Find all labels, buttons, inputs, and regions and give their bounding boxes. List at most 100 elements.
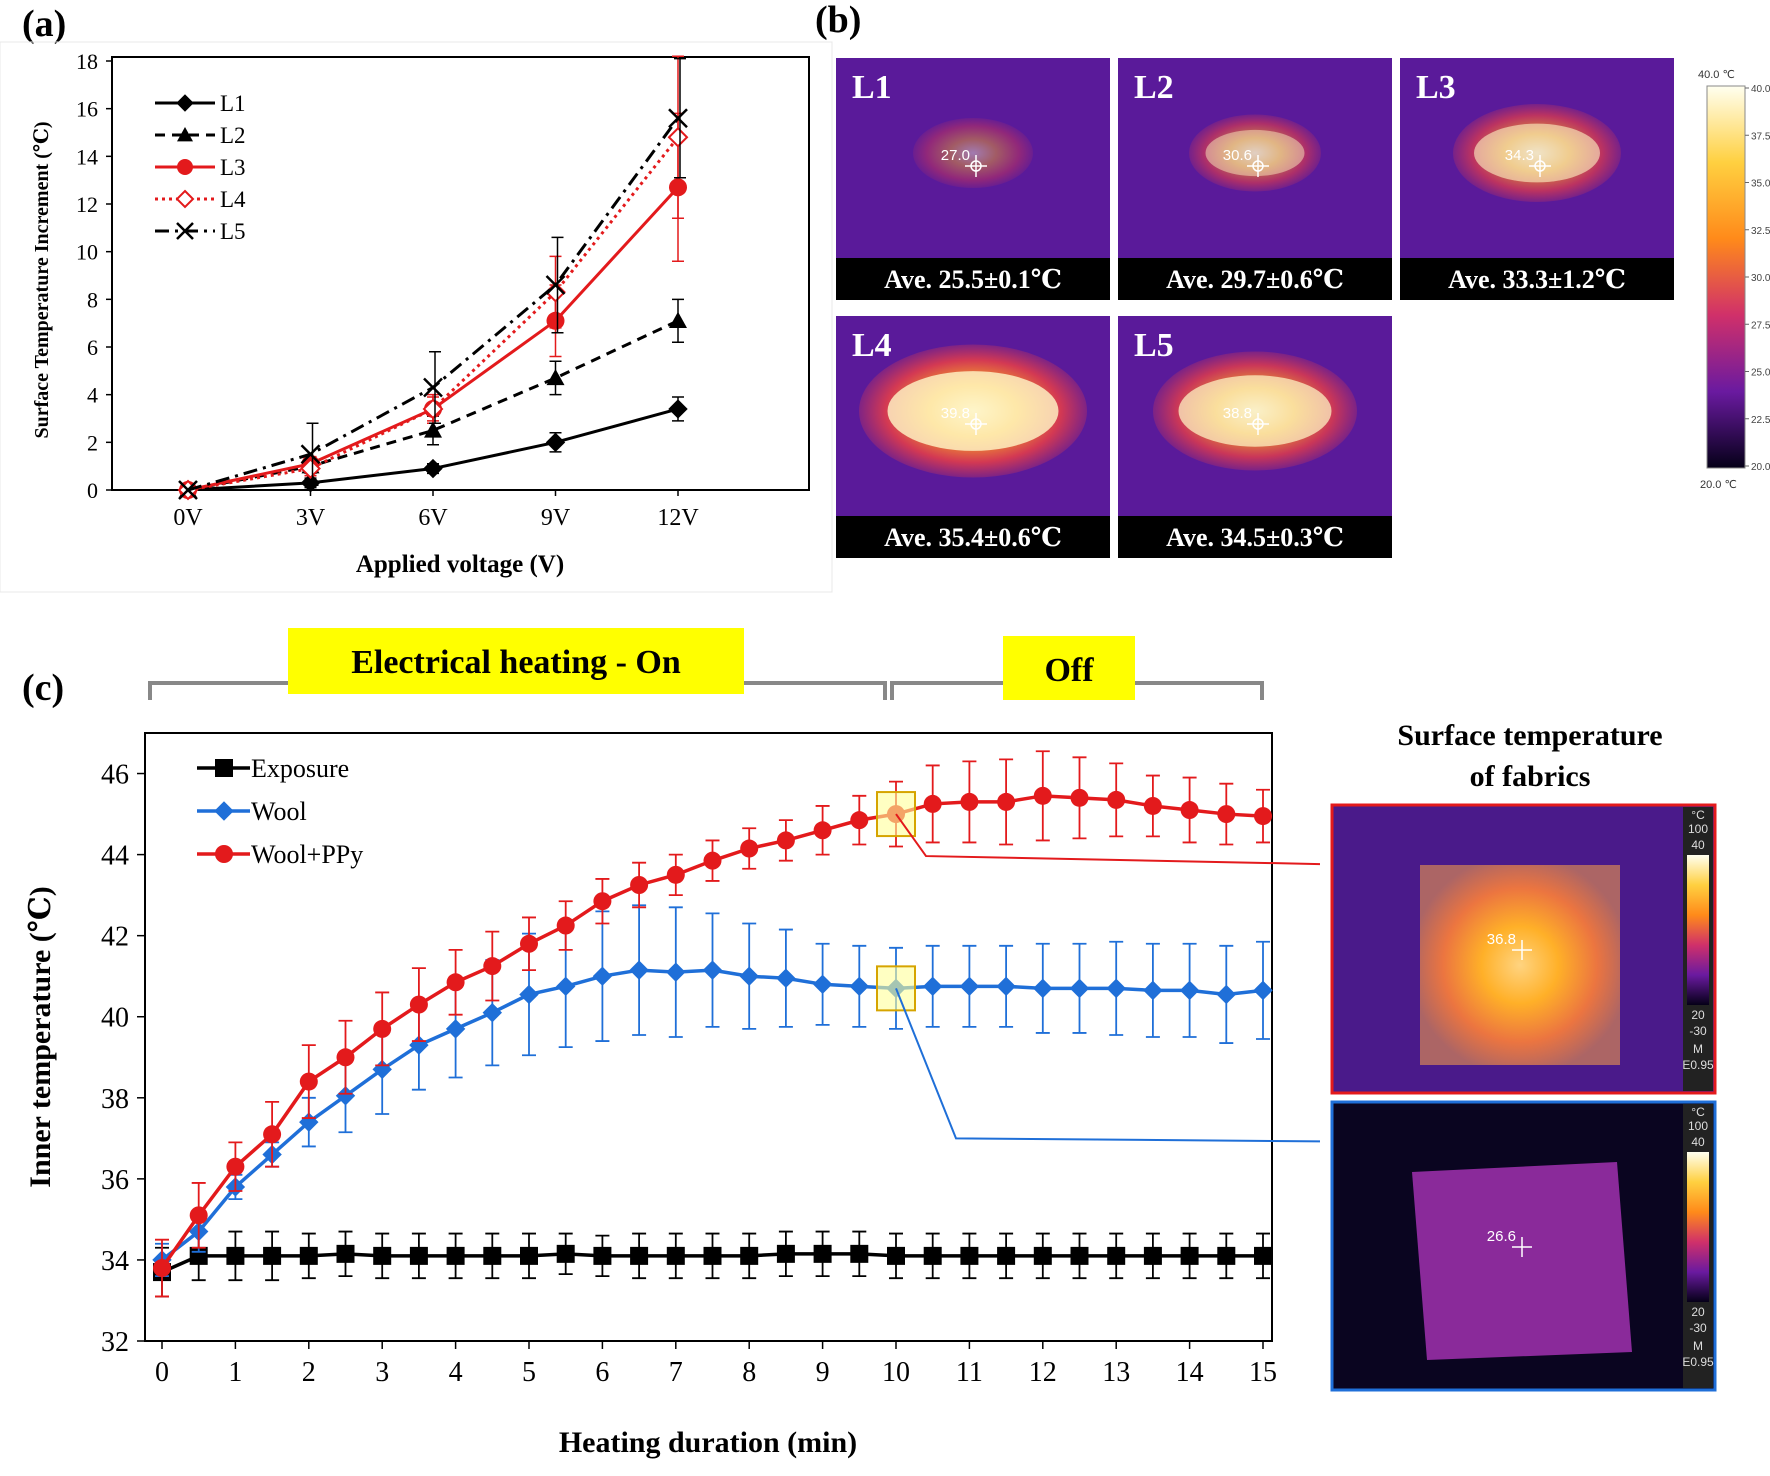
tile-label: L2 bbox=[1134, 69, 1174, 106]
tile-caption: Ave. 35.4±0.6℃ bbox=[884, 523, 1062, 552]
inset-spot-value: 36.8 bbox=[1487, 931, 1516, 948]
a-point-L2 bbox=[669, 311, 687, 328]
c-point-Exposure bbox=[409, 1246, 428, 1265]
a-xtick-label: 12V bbox=[657, 505, 699, 531]
c-point-Wool+PPy bbox=[997, 792, 1016, 811]
c-ytick-label: 42 bbox=[101, 922, 129, 953]
c-point-Wool+PPy bbox=[740, 839, 759, 858]
c-point-Wool bbox=[666, 962, 686, 982]
inset-scale-gradient bbox=[1687, 1152, 1709, 1302]
a-xtick-label: 3V bbox=[296, 505, 326, 531]
a-point-L4 bbox=[422, 398, 444, 420]
c-point-Wool+PPy bbox=[630, 876, 649, 894]
a-point-L1 bbox=[545, 432, 566, 453]
a-legend-marker bbox=[175, 189, 195, 209]
crosshair-icon bbox=[1247, 155, 1269, 177]
c-point-Wool+PPy bbox=[960, 792, 979, 811]
c-point-Wool+PPy bbox=[1254, 807, 1272, 826]
c-point-Wool+PPy bbox=[226, 1157, 245, 1176]
c-point-Wool bbox=[629, 960, 649, 980]
colorbar-tick-label: 32.5 bbox=[1751, 226, 1770, 237]
c-point-Wool bbox=[702, 960, 723, 980]
c-point-Exposure bbox=[1107, 1246, 1126, 1265]
c-xtick-label: 0 bbox=[155, 1357, 169, 1388]
tile-hot-core bbox=[1178, 375, 1332, 447]
c-point-Exposure bbox=[813, 1244, 832, 1263]
inset-scale-min: -30 bbox=[1689, 1024, 1707, 1038]
panel-c-insets: Surface temperature of fabrics 36.8°C100… bbox=[1330, 719, 1717, 1392]
c-point-Wool+PPy bbox=[373, 1019, 392, 1038]
tile-heat-zone bbox=[1189, 114, 1321, 192]
c-point-Wool+PPy bbox=[446, 973, 465, 992]
tile-label: L4 bbox=[852, 327, 892, 364]
panel-b-colorbar: 40.0 ℃ 20.0 ℃ 40.0 37.5 35.0 32.5 30.0 27.5 25… bbox=[1698, 69, 1770, 491]
a-point-L5 bbox=[300, 444, 321, 465]
inset-scale-hi: 40 bbox=[1691, 838, 1705, 852]
c-point-Wool bbox=[1106, 978, 1126, 999]
c-point-Exposure bbox=[1254, 1246, 1272, 1265]
thermal-tile-L3: Ave. 33.3±1.2℃ L3 34.3 bbox=[1400, 58, 1674, 300]
c-point-Wool+PPy bbox=[520, 934, 538, 953]
tile-caption: Ave. 34.5±0.3℃ bbox=[1166, 523, 1344, 552]
chart-a-xlabel: Applied voltage (V) bbox=[356, 551, 564, 578]
crosshair-icon bbox=[1512, 940, 1532, 960]
a-xtick-label: 6V bbox=[418, 505, 448, 531]
c-point-Exposure bbox=[850, 1244, 869, 1263]
crosshair-icon bbox=[1512, 1237, 1532, 1257]
tile-heat-zone bbox=[913, 118, 1033, 188]
a-xtick-label: 9V bbox=[541, 505, 571, 531]
a-ytick-label: 12 bbox=[76, 192, 98, 217]
a-series-L5 bbox=[178, 57, 688, 500]
c-point-Wool+PPy bbox=[1217, 805, 1236, 824]
inset-scale-lo: 20 bbox=[1691, 1008, 1705, 1022]
tile-spot-value: 39.8 bbox=[941, 405, 970, 422]
c-point-Wool+PPy bbox=[1143, 796, 1162, 815]
thermal-tile-L5: Ave. 34.5±0.3℃ L5 38.8 bbox=[1118, 316, 1392, 558]
tile-caption-bg bbox=[1118, 516, 1392, 558]
inset-scale-gradient bbox=[1687, 855, 1709, 1005]
c-point-Exposure bbox=[299, 1246, 318, 1265]
c-xtick-label: 12 bbox=[1029, 1357, 1057, 1388]
c-ytick-label: 40 bbox=[101, 1003, 129, 1034]
c-point-Wool bbox=[849, 976, 870, 997]
inset-scale-emis: E0.95 bbox=[1682, 1355, 1714, 1369]
c-point-Exposure bbox=[1033, 1246, 1052, 1265]
c-point-Wool+PPy bbox=[813, 821, 832, 840]
c-point-Wool bbox=[335, 1086, 356, 1106]
c-point-Wool bbox=[1216, 984, 1237, 1005]
colorbar-tick-label: 25.0 bbox=[1751, 368, 1770, 379]
inset-scale-unit: °C bbox=[1691, 808, 1705, 822]
c-point-Wool bbox=[1033, 978, 1053, 999]
inset-title-line2: of fabrics bbox=[1470, 760, 1591, 793]
panel-label-a: (a) bbox=[22, 3, 66, 45]
colorbar-gradient bbox=[1706, 85, 1746, 469]
tile-label: L5 bbox=[1134, 327, 1174, 364]
c-point-Wool bbox=[1069, 978, 1090, 999]
inset-scale-lo: 20 bbox=[1691, 1305, 1705, 1319]
c-ytick-label: 32 bbox=[101, 1327, 129, 1358]
inset-scale-max: 100 bbox=[1688, 822, 1708, 836]
colorbar-tick-label: 27.5 bbox=[1751, 320, 1770, 331]
a-point-L1 bbox=[300, 473, 321, 493]
c-point-Exposure bbox=[666, 1246, 685, 1265]
c-point-Wool bbox=[1179, 980, 1200, 1001]
a-ytick-label: 8 bbox=[87, 287, 98, 312]
a-point-L5 bbox=[545, 275, 566, 295]
crosshair-ring bbox=[1534, 160, 1546, 172]
panel-c-banners: Electrical heating - On Off bbox=[148, 628, 1264, 700]
c-point-Wool+PPy bbox=[153, 1259, 171, 1278]
c-point-Exposure bbox=[373, 1246, 392, 1265]
panel-b-thermal-grid: Ave. 25.5±0.1℃ L1 27.0 Ave. 29.7±0.6℃ L2 30.6… bbox=[836, 58, 1674, 558]
banner-off-text: Off bbox=[1044, 652, 1094, 689]
c-xtick-label: 5 bbox=[522, 1357, 536, 1388]
a-ytick-label: 2 bbox=[87, 430, 98, 455]
tile-hot-core bbox=[887, 371, 1059, 451]
a-point-L5 bbox=[668, 108, 688, 129]
c-xtick-label: 1 bbox=[228, 1357, 242, 1388]
colorbar-tick-label: 30.0 bbox=[1751, 273, 1770, 284]
thermal-tile-L1: Ave. 25.5±0.1℃ L1 27.0 bbox=[836, 58, 1110, 300]
c-point-Wool+PPy bbox=[299, 1072, 318, 1091]
a-ytick-label: 4 bbox=[87, 383, 98, 408]
